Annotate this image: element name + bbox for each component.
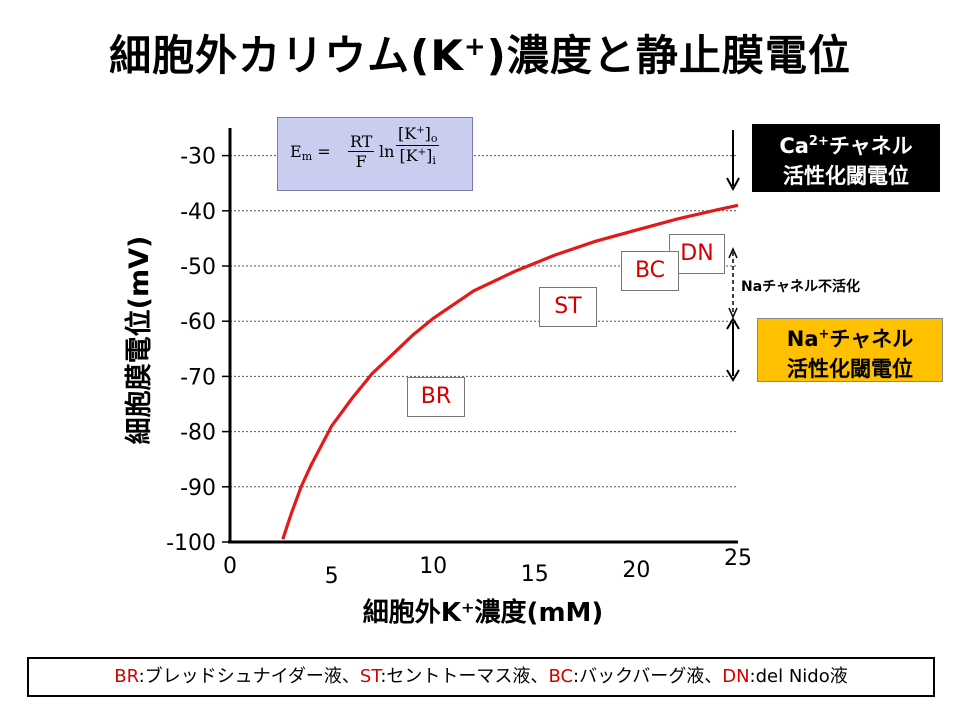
legend-footer: BR:ブレッドシュナイダー液、ST:セントトーマス液、BC:バックバーグ液、DN… (27, 657, 935, 697)
y-tick-label: -30 (180, 145, 216, 170)
na-inactivation-arrowheads (728, 247, 738, 319)
label-br: BR (407, 377, 465, 417)
nernst-formula: Em = RT F ln [K+]o [K+]i (277, 117, 473, 191)
y-tick-label: -60 (180, 310, 216, 335)
y-tick-label: -100 (166, 531, 216, 556)
x-tick-label: 20 (622, 558, 650, 583)
x-tick-label: 0 (223, 554, 237, 579)
label-st: ST (539, 287, 597, 327)
x-tick-label: 15 (521, 562, 549, 587)
x-tick-label: 5 (325, 564, 339, 589)
em-curve (281, 203, 739, 540)
y-tick-label: -40 (180, 200, 216, 225)
label-bc: BC (621, 251, 679, 291)
y-tick-label: -90 (180, 476, 216, 501)
x-axis-label: 細胞外K⁺濃度(mM) (363, 597, 604, 628)
y-axis-label: 細胞膜電位(mV) (123, 236, 155, 445)
x-tick-label: 25 (724, 546, 752, 571)
page-title: 細胞外カリウム(K+)濃度と静止膜電位 (109, 31, 851, 80)
na-threshold-arrow (726, 317, 740, 382)
ca-threshold-arrow (726, 130, 740, 192)
na-channel-threshold-box: Na+チャネル 活性化閾電位 (757, 318, 943, 382)
ca-channel-threshold-box: Ca2+チャネル 活性化閾電位 (752, 124, 940, 192)
x-tick-label: 10 (419, 554, 447, 579)
y-tick-label: -80 (180, 421, 216, 446)
na-inactivation-label: Naチャネル不活化 (741, 279, 861, 295)
y-tick-label: -50 (180, 255, 216, 280)
y-tick-label: -70 (180, 365, 216, 390)
